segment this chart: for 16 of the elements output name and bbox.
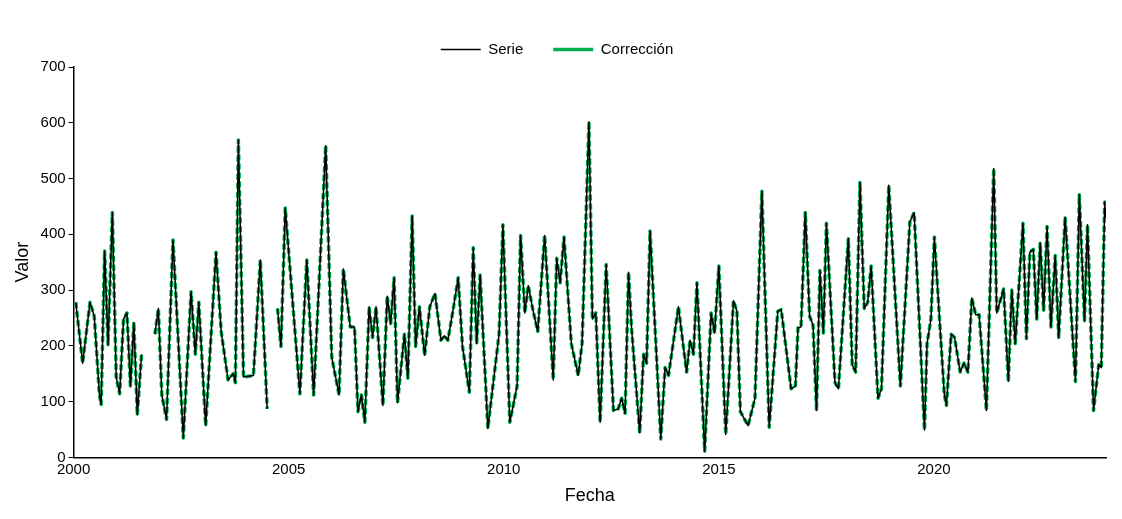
y-tick-label: 200 bbox=[40, 336, 66, 353]
y-tick-label: 700 bbox=[40, 57, 66, 75]
x-axis-title: Fecha bbox=[564, 485, 616, 506]
x-tick-label: 2020 bbox=[917, 459, 951, 477]
y-tick-label: 0 bbox=[57, 447, 66, 465]
legend-label: Serie bbox=[488, 39, 524, 57]
legend-label: Corrección bbox=[600, 39, 674, 57]
x-tick-label: 2005 bbox=[272, 459, 306, 477]
y-tick-label: 300 bbox=[40, 280, 66, 298]
y-tick-label: 600 bbox=[40, 112, 66, 130]
y-tick-label: 100 bbox=[40, 391, 66, 409]
y-axis-title: Valor bbox=[11, 241, 32, 283]
y-tick-label: 500 bbox=[40, 168, 66, 186]
x-tick-label: 2010 bbox=[487, 459, 521, 477]
y-tick-label: 400 bbox=[40, 224, 66, 242]
x-tick-label: 2015 bbox=[702, 459, 736, 477]
